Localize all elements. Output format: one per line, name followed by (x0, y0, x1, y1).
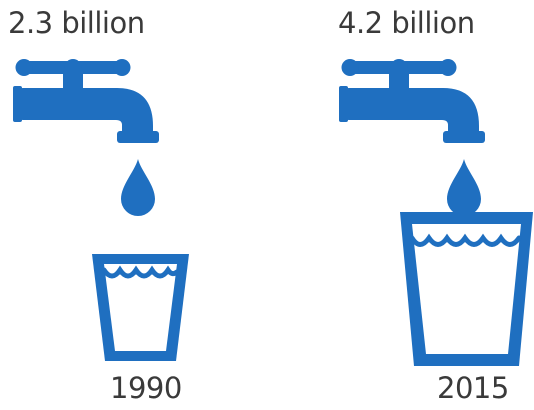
faucet-2015-icon (339, 59, 485, 143)
year-label-2015: 2015 (437, 371, 509, 405)
water-drop-2015-icon (447, 159, 481, 216)
glass-2015-icon (400, 212, 533, 366)
water-surface-1990 (101, 265, 180, 279)
value-label-1990: 2.3 billion (8, 6, 145, 40)
value-label-2015: 4.2 billion (338, 6, 475, 40)
year-label-1990: 1990 (110, 371, 182, 405)
glass-1990-icon (92, 254, 189, 361)
water-drop-1990-icon (121, 159, 155, 216)
water-surface-2015 (409, 233, 522, 247)
faucet-1990-icon (13, 59, 159, 143)
